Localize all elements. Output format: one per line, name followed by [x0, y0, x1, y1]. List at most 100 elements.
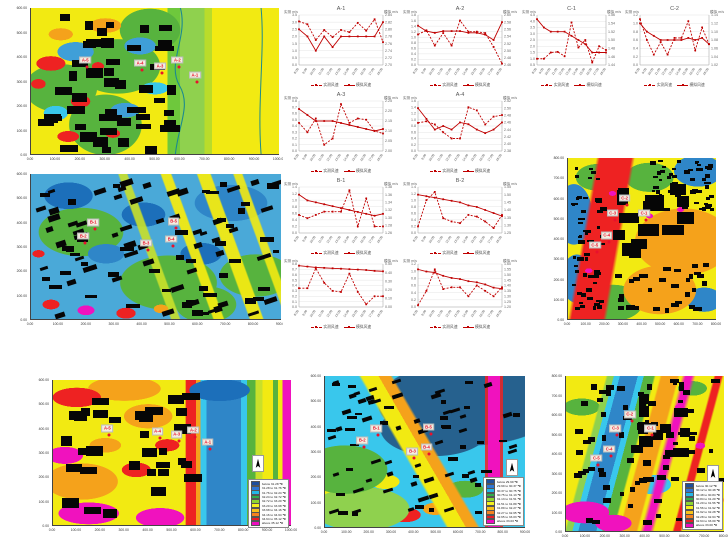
building-footprint — [36, 205, 47, 213]
building-footprint — [657, 170, 662, 175]
building-footprint — [628, 278, 635, 283]
building-footprint — [632, 277, 641, 281]
building-footprint — [577, 470, 587, 476]
svg-text:0.8: 0.8 — [633, 30, 638, 34]
chart-legend-label: 模拟风速 — [475, 250, 491, 255]
building-footprint — [75, 220, 88, 228]
building-footprint — [598, 201, 602, 204]
svg-text:11:00: 11:00 — [436, 235, 444, 244]
building-footprint — [647, 384, 652, 390]
building-footprint — [191, 309, 204, 316]
building-footprint — [48, 285, 63, 290]
svg-text:0.0: 0.0 — [292, 231, 297, 235]
building-footprint — [673, 442, 678, 446]
legend-row: 30.75 to 31.13 ℃ — [486, 492, 521, 498]
legend-swatch — [486, 510, 496, 515]
chart-canvas: C-1 实测 m/s 模拟 m/s 4.5 4.0 3.5 3.0 2.5 2.0 1.5 1.0 0… — [522, 6, 621, 76]
x-axis-tick-label: 200.00 — [363, 530, 374, 534]
building-footprint — [582, 196, 589, 199]
measurement-point-marker — [429, 432, 433, 436]
svg-text:0.0: 0.0 — [411, 305, 416, 309]
building-footprint — [672, 184, 680, 187]
svg-text:8:00: 8:00 — [634, 67, 641, 75]
building-footprint — [347, 416, 357, 419]
building-footprint — [597, 226, 601, 229]
chart-legend-item: 模拟风速 — [462, 83, 490, 88]
building-footprint — [240, 201, 250, 206]
building-footprint — [687, 432, 694, 436]
svg-text:2.44: 2.44 — [504, 128, 511, 132]
svg-text:模拟 m/s: 模拟 m/s — [503, 9, 517, 14]
building-footprint — [575, 306, 580, 310]
x-axis-tick-label: 600.00 — [190, 528, 201, 532]
svg-text:2.0: 2.0 — [530, 44, 535, 48]
svg-text:0.6: 0.6 — [633, 38, 638, 42]
building-footprint — [434, 439, 443, 445]
building-footprint — [642, 460, 652, 467]
building-footprint — [595, 198, 603, 202]
building-footprint — [327, 428, 337, 432]
legend-label: 30.12 to 30.48 ℃ — [695, 488, 720, 493]
svg-text:0.5: 0.5 — [292, 118, 297, 122]
svg-text:1.45: 1.45 — [504, 201, 511, 205]
building-footprint — [146, 469, 156, 477]
building-footprint — [85, 38, 102, 47]
building-footprint — [459, 414, 467, 419]
building-footprint — [201, 311, 209, 315]
building-footprint — [93, 186, 107, 196]
building-footprint — [112, 183, 120, 188]
svg-text:15:00: 15:00 — [470, 67, 478, 76]
svg-text:实测 m/s: 实测 m/s — [284, 9, 298, 14]
y-axis-tick-label: 300.00 — [38, 451, 49, 455]
measurement-point-marker — [412, 456, 416, 460]
building-footprint — [79, 132, 98, 143]
building-footprint — [263, 295, 279, 305]
svg-text:8:00: 8:00 — [531, 67, 538, 75]
building-footprint — [582, 230, 590, 233]
building-footprint — [601, 434, 607, 441]
measurement-point-marker — [140, 68, 144, 72]
svg-text:13:00: 13:00 — [334, 153, 342, 162]
measurement-point-marker — [615, 433, 619, 437]
svg-text:0.40: 0.40 — [385, 271, 392, 275]
building-footprint — [74, 411, 88, 421]
chart-canvas: 实测 m/s 模拟 m/s 1.2 1.0 0.8 0.6 0.4 0.2 0.0 1.60 1.5… — [403, 258, 517, 318]
building-footprint — [671, 283, 679, 288]
building-footprint — [153, 97, 166, 104]
chart-canvas: A-3 实测 m/s 模拟 m/s 0.8 0.7 0.6 0.5 0.4 0.3 0.2 0.1 0… — [284, 92, 398, 162]
svg-text:8:00: 8:00 — [412, 153, 419, 161]
building-footprint — [578, 221, 583, 225]
building-footprint — [617, 188, 630, 198]
building-footprint — [465, 381, 474, 384]
svg-text:1.02: 1.02 — [711, 63, 718, 67]
building-footprint — [639, 406, 649, 418]
x-axis-tick-label: 800.00 — [718, 534, 728, 538]
building-footprint — [219, 272, 229, 278]
measurement-point-marker — [609, 454, 613, 458]
building-footprint — [154, 45, 175, 51]
building-footprint — [583, 273, 587, 277]
legend-swatch — [251, 503, 261, 509]
svg-text:10:00: 10:00 — [428, 235, 436, 244]
legend-swatch — [685, 505, 695, 511]
x-axis-tick-label: 400.00 — [136, 322, 147, 326]
building-footprint — [592, 519, 601, 524]
building-footprint — [123, 249, 139, 258]
measurement-point-marker — [195, 80, 199, 83]
legend-row: 32.72 to 33.20 ℃ — [251, 498, 286, 504]
building-footprint — [474, 511, 482, 514]
legend-swatch — [685, 487, 695, 493]
chart-legend-label: 模拟风速 — [356, 82, 372, 87]
y-axis-tick-label: 400.00 — [16, 55, 27, 59]
building-footprint — [671, 181, 678, 185]
legend-swatch — [486, 496, 496, 502]
building-footprint — [414, 463, 421, 469]
measurement-point-marker — [208, 447, 212, 451]
building-footprint — [596, 304, 602, 309]
building-footprint — [228, 258, 242, 264]
svg-text:1.20: 1.20 — [504, 305, 511, 309]
svg-text:11:00: 11:00 — [436, 309, 444, 318]
svg-text:1.30: 1.30 — [504, 224, 511, 228]
svg-text:1.55: 1.55 — [504, 185, 511, 189]
svg-text:18:00: 18:00 — [495, 153, 503, 162]
